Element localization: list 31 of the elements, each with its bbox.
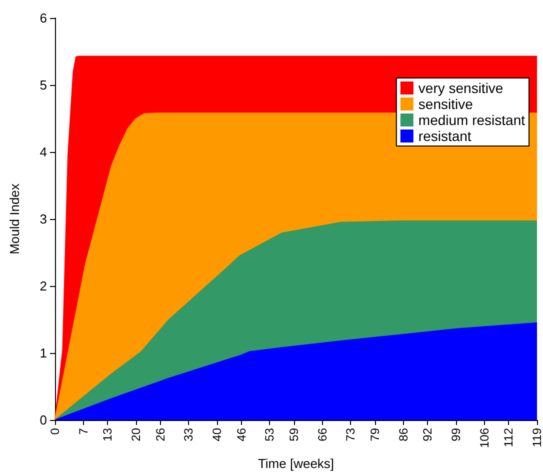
- x-tick-label: 46: [234, 428, 248, 442]
- x-tick-label: 7: [76, 428, 90, 435]
- x-tick-label: 73: [344, 428, 358, 442]
- x-tick-label: 106: [477, 428, 492, 448]
- x-tick-label: 59: [286, 428, 301, 442]
- x-tick-label: 86: [396, 428, 410, 442]
- x-tick-label: 66: [315, 428, 330, 442]
- x-tick-label: 20: [129, 428, 144, 442]
- y-tick-label: 4: [40, 144, 47, 160]
- x-tick-label: 40: [210, 428, 224, 442]
- x-axis-title: Time [weeks]: [258, 456, 334, 471]
- y-tick-label: 6: [40, 10, 47, 26]
- x-tick-label: 112: [502, 428, 516, 448]
- y-tick-label: 1: [40, 346, 47, 360]
- legend-label: resistant: [418, 128, 472, 144]
- x-tick-label: 99: [448, 428, 463, 442]
- x-tick-label: 119: [530, 428, 543, 448]
- legend-label: very sensitive: [418, 80, 504, 96]
- x-tick-label: 26: [153, 428, 168, 442]
- legend-label: medium resistant: [418, 112, 526, 128]
- x-tick-label: 53: [262, 428, 277, 442]
- y-tick-label: 3: [40, 212, 47, 226]
- x-tick-label: 0: [48, 428, 62, 435]
- y-axis-title: Mould Index: [7, 183, 22, 254]
- y-tick-label: 5: [40, 78, 47, 92]
- legend-label: sensitive: [418, 96, 474, 112]
- x-tick-label: 33: [182, 428, 196, 442]
- x-tick-label: 92: [420, 428, 435, 442]
- x-tick-label: 13: [100, 428, 115, 442]
- y-tick-label: 2: [40, 278, 47, 294]
- x-tick-label: 79: [368, 428, 382, 442]
